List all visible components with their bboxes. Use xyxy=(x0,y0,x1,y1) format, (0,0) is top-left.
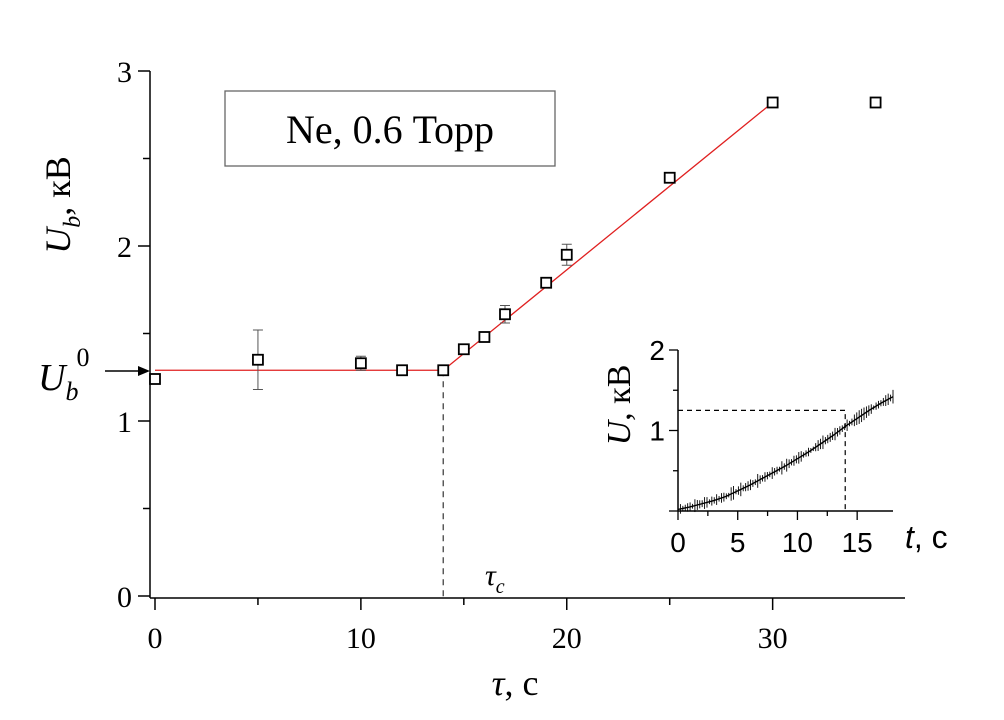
plateau-arrow xyxy=(105,366,150,376)
square-marker xyxy=(252,353,264,366)
plateau-sup: 0 xyxy=(76,343,89,372)
data-point xyxy=(499,305,511,324)
legend-label: Ne, 0.6 Торр xyxy=(286,107,494,152)
inset-y-axis-title-unit: , кВ xyxy=(601,365,638,421)
square-marker xyxy=(560,248,573,261)
plateau-symbol: U xyxy=(38,357,68,399)
y-tick-labels: 0 1 2 3 xyxy=(117,56,132,614)
inset-x-axis-title-unit: , с xyxy=(914,519,948,555)
square-marker xyxy=(437,364,450,377)
square-marker xyxy=(540,276,553,289)
x-axis-title: τ, с xyxy=(492,663,539,703)
x-tick-label: 30 xyxy=(758,622,788,655)
y-axis-title-unit: , кВ xyxy=(38,156,78,216)
data-point xyxy=(663,171,676,184)
data-point xyxy=(437,364,450,377)
inset-marker-lines xyxy=(678,409,846,511)
data-point xyxy=(396,364,408,377)
square-marker xyxy=(869,96,882,109)
x-tick-label: 20 xyxy=(552,622,582,655)
inset-y-tick-label: 1 xyxy=(649,416,665,447)
square-marker xyxy=(149,373,161,385)
inset-curve xyxy=(677,396,894,511)
inset-x-tick-label: 0 xyxy=(670,527,686,558)
y-axis-title-symbol: U xyxy=(38,226,78,254)
square-marker xyxy=(766,96,779,109)
data-point xyxy=(252,329,264,390)
x-tick-labels: 0 10 20 30 xyxy=(148,622,788,655)
data-point xyxy=(869,96,882,109)
data-point xyxy=(354,355,367,371)
square-marker xyxy=(663,171,676,184)
inset-axes xyxy=(669,349,893,520)
inset-x-axis-title-symbol: t xyxy=(905,519,915,555)
y-tick-label: 1 xyxy=(117,406,132,439)
y-axis-title: Ub, кВ xyxy=(38,156,86,254)
data-point xyxy=(478,331,491,343)
x-tick-label: 0 xyxy=(148,622,163,655)
main-axes xyxy=(138,70,905,610)
x-axis-title-symbol: τ xyxy=(492,663,506,703)
data-point xyxy=(149,373,161,385)
square-marker xyxy=(478,331,491,343)
critical-tau-label: τc xyxy=(485,559,505,598)
plateau-label: Ub 0 xyxy=(38,343,89,406)
inset-x-tick-label: 5 xyxy=(730,527,746,558)
plateau-sub: b xyxy=(65,377,78,406)
y-axis-title-sub: b xyxy=(60,216,86,228)
inset-x-tick-label: 15 xyxy=(842,527,873,558)
inset-y-axis-title: U, кВ xyxy=(601,365,638,446)
legend-box xyxy=(224,90,556,167)
critical-tau-sub: c xyxy=(496,576,505,598)
data-point xyxy=(560,243,573,266)
inset-x-tick-label: 10 xyxy=(782,527,813,558)
data-points xyxy=(149,96,882,390)
inset-y-axis-title-symbol: U xyxy=(601,418,638,445)
inset-x-axis-title: t, с xyxy=(905,519,948,555)
data-point xyxy=(457,343,470,356)
y-tick-label: 0 xyxy=(117,581,132,614)
inset-y-tick-label: 2 xyxy=(649,335,665,366)
data-point xyxy=(766,96,779,109)
critical-tau-symbol: τ xyxy=(485,559,497,592)
x-tick-label: 10 xyxy=(346,622,376,655)
data-point xyxy=(540,276,553,289)
x-axis-title-unit: , с xyxy=(504,663,538,703)
square-marker xyxy=(499,308,511,321)
y-tick-label: 3 xyxy=(117,56,132,89)
square-marker xyxy=(354,357,367,370)
y-tick-label: 2 xyxy=(117,231,132,264)
inset-x-tick-labels: 0 5 10 15 xyxy=(670,527,873,558)
inset-y-tick-labels: 12 xyxy=(649,335,665,447)
inset-noise xyxy=(677,389,894,514)
square-marker xyxy=(396,364,408,377)
square-marker xyxy=(457,343,470,356)
